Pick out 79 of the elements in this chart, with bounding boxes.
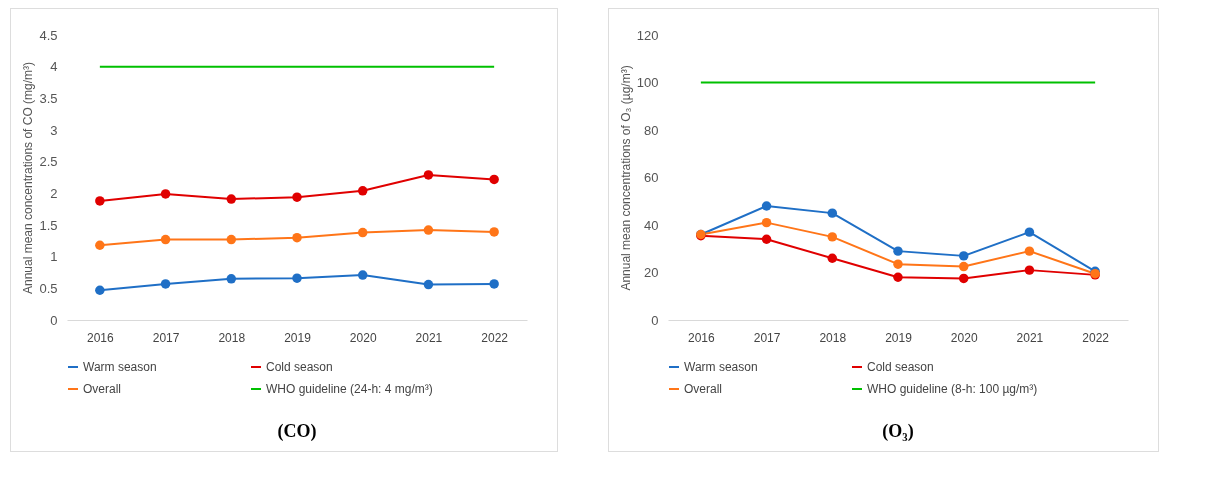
point xyxy=(1024,265,1035,275)
point xyxy=(761,201,772,211)
point xyxy=(357,227,368,238)
y-tick-label: 1.5 xyxy=(39,217,58,233)
point xyxy=(357,270,368,280)
x-tick-label: 2017 xyxy=(753,330,781,345)
point xyxy=(95,285,105,295)
y-tick-label: 20 xyxy=(644,265,659,280)
legend-label: Cold season xyxy=(867,360,934,374)
point xyxy=(292,273,302,283)
point xyxy=(292,192,302,202)
point xyxy=(893,272,903,282)
x-tick-label: 2016 xyxy=(688,330,716,345)
point xyxy=(761,234,772,244)
y-tick-label: 4 xyxy=(50,59,58,75)
x-tick-label: 2022 xyxy=(481,330,509,345)
point xyxy=(893,246,903,256)
point xyxy=(226,234,237,245)
point xyxy=(226,194,237,204)
legend-label: WHO guideline (8-h: 100 µg/m³) xyxy=(867,382,1038,396)
y-tick-label: 120 xyxy=(636,27,659,43)
legend-label: Warm season xyxy=(83,360,157,374)
y-tick-label: 0 xyxy=(651,312,659,328)
y-tick-label: 2 xyxy=(50,185,58,201)
point xyxy=(958,251,969,261)
y-tick-label: 4.5 xyxy=(39,27,58,43)
y-tick-label: 3.5 xyxy=(39,90,58,106)
x-tick-label: 2020 xyxy=(950,330,978,345)
point xyxy=(357,186,368,196)
point xyxy=(489,227,499,237)
legend-label: Warm season xyxy=(684,360,758,374)
legend-label: Overall xyxy=(684,382,723,396)
point xyxy=(489,279,499,289)
x-tick-label: 2016 xyxy=(87,330,115,345)
y-tick-label: 100 xyxy=(636,75,659,90)
x-tick-label: 2021 xyxy=(415,330,443,345)
text: (CO) xyxy=(277,421,317,442)
x-tick-label: 2019 xyxy=(885,330,913,345)
x-tick-label: 2017 xyxy=(152,330,180,345)
point xyxy=(160,279,171,289)
point xyxy=(95,196,105,206)
y-tick-label: 0.5 xyxy=(39,280,58,296)
y-tick-label: 1 xyxy=(50,249,58,265)
y-tick-label: 3 xyxy=(50,122,58,138)
y-tick-label: 2.5 xyxy=(39,154,58,170)
point xyxy=(893,259,903,269)
point xyxy=(160,234,171,245)
point xyxy=(95,240,105,250)
y-axis-title: Annual mean concentrations of CO (mg/m³) xyxy=(21,61,36,295)
point xyxy=(958,261,969,272)
y-tick-label: 60 xyxy=(644,170,659,185)
legend-label: Cold season xyxy=(266,360,333,374)
legend-label: Overall xyxy=(83,382,122,396)
x-tick-label: 2018 xyxy=(218,330,246,345)
y-tick-label: 80 xyxy=(644,122,659,138)
legend-label: WHO guideline (24-h: 4 mg/m³) xyxy=(266,382,433,396)
x-tick-label: 2018 xyxy=(819,330,847,345)
y-axis-title: Annual mean concentrations of O₃ (µg/m³) xyxy=(618,65,633,291)
y-tick-label: 40 xyxy=(644,217,659,233)
point xyxy=(827,232,838,242)
point xyxy=(423,170,434,180)
point xyxy=(423,279,434,290)
text: (O₃) xyxy=(882,421,914,442)
x-tick-label: 2022 xyxy=(1082,330,1110,345)
point xyxy=(958,273,969,284)
point xyxy=(489,174,499,185)
point xyxy=(761,217,772,228)
point xyxy=(423,225,434,235)
y-tick-label: 0 xyxy=(50,312,58,328)
point xyxy=(827,208,838,218)
point xyxy=(1024,246,1035,256)
point xyxy=(226,274,237,284)
point xyxy=(827,253,838,263)
x-tick-label: 2020 xyxy=(349,330,377,345)
point xyxy=(292,232,302,243)
point xyxy=(160,189,171,199)
point xyxy=(1024,227,1035,237)
x-tick-label: 2019 xyxy=(284,330,312,345)
x-tick-label: 2021 xyxy=(1016,330,1044,345)
